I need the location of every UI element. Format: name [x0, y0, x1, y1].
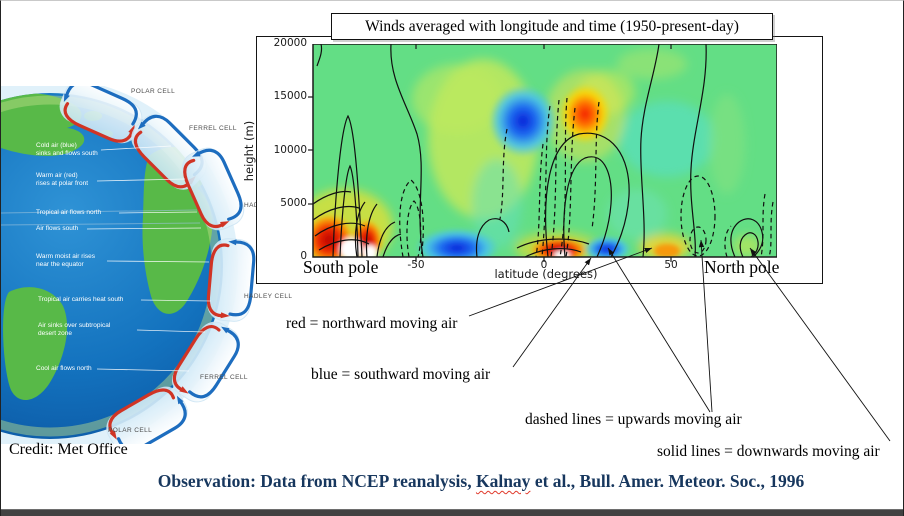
ytick-20000: 20000	[273, 37, 307, 49]
continents	[1, 93, 213, 401]
flow-label-cool-north: Cool air flows north	[36, 365, 92, 372]
ytick-0: 0	[300, 250, 307, 262]
north-pole-label: North pole	[704, 257, 780, 277]
flow-label-cold-air: Cold air (blue) sinks and flows south	[36, 142, 98, 158]
xtick-m50: -50	[407, 259, 425, 271]
annotation-red-northward: red = northward moving air	[286, 315, 458, 332]
circulation-cells	[59, 86, 256, 444]
credit-text: Credit: Met Office	[9, 441, 128, 458]
ytick-10000: 10000	[273, 144, 307, 156]
xtick-50: 50	[664, 259, 678, 271]
cell-label-ferrel-n: FERREL CELL	[189, 125, 237, 132]
y-axis-label: height (m)	[242, 120, 256, 182]
earth-circulation-illustration	[1, 86, 259, 444]
flow-label-tropical-north: Tropical air flows north	[36, 209, 102, 216]
flow-label-air-south: Air flows south	[36, 225, 79, 232]
footer-citation-pre: Observation: Data from NCEP reanalysis,	[157, 471, 476, 491]
footer-citation-kalnay: Kalnay	[475, 471, 531, 491]
x-axis-label: latitude (degrees)	[494, 267, 598, 281]
footer-citation: Observation: Data from NCEP reanalysis, …	[61, 471, 901, 492]
south-pole-label: South pole	[303, 257, 379, 277]
footer-citation-post: et al., Bull. Amer. Meteor. Soc., 1996	[530, 471, 805, 491]
dashed-contours	[399, 97, 774, 257]
solid-contours	[313, 44, 764, 257]
window-bottom-bar	[1, 509, 903, 516]
flow-label-warm-moist: Warm moist air rises near the equator	[36, 253, 95, 269]
flow-label-air-sinks: Air sinks over subtropical desert zone	[38, 322, 111, 338]
label-leader-lines	[86, 145, 212, 372]
flow-label-heat-south: Tropical air carries heat south	[38, 296, 124, 303]
ytick-15000: 15000	[273, 90, 307, 102]
cell-label-ferrel-s: FERREL CELL	[200, 374, 248, 381]
flow-label-warm-air: Warm air (red) rises at polar front	[36, 172, 89, 188]
annotation-dashed-upwards: dashed lines = upwards moving air	[525, 411, 742, 428]
cell-label-polar-s: POLAR CELL	[108, 427, 153, 434]
cell-label-hadley-s: HADLEY CELL	[244, 293, 293, 300]
wind-contour-plot	[308, 44, 777, 262]
ytick-5000: 5000	[280, 197, 307, 209]
cell-label-polar-n: POLAR CELL	[131, 88, 176, 95]
figure-title: Winds averaged with longitude and time (…	[331, 13, 773, 40]
annotation-solid-downwards: solid lines = downwards moving air	[657, 443, 880, 460]
annotation-blue-southward: blue = southward moving air	[311, 366, 491, 383]
